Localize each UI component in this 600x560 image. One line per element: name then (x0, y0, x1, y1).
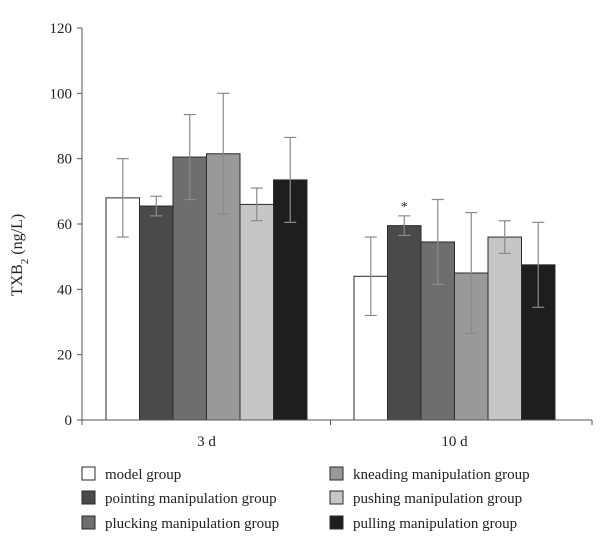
legend-label: model group (105, 467, 181, 483)
bars (105, 153, 556, 421)
legend: model group pointing manipulation group pl… (81, 466, 530, 532)
legend-item: model group (81, 466, 181, 483)
legend-label: plucking manipulation group (105, 516, 279, 532)
y-axis-title: TXB2 (ng/L) (9, 214, 31, 296)
legend-label: pointing manipulation group (105, 491, 277, 507)
y-axis-title-main: TXB (9, 264, 26, 296)
legend-label: kneading manipulation group (353, 467, 530, 483)
legend-item: pushing manipulation group (329, 490, 522, 507)
bar (139, 205, 174, 421)
bar (521, 264, 556, 421)
y-tick-label: 120 (50, 21, 73, 37)
legend-label: pulling manipulation group (353, 516, 517, 532)
bar (487, 236, 522, 421)
bar (239, 203, 274, 421)
bar (172, 156, 207, 421)
error-bars (116, 92, 545, 335)
y-tick-label: 40 (57, 282, 72, 298)
y-tick-label: 80 (57, 152, 72, 168)
y-tick-label: 20 (57, 348, 72, 364)
legend-item: pointing manipulation group (81, 490, 277, 507)
x-tick-label: 10 d (441, 434, 468, 450)
y-axis-title-subscript: 2 (19, 259, 31, 265)
legend-item: kneading manipulation group (329, 466, 530, 483)
legend-swatch (81, 466, 96, 481)
y-tick-label: 0 (65, 413, 73, 429)
bar (387, 225, 422, 421)
y-axis-title-unit: (ng/L) (9, 214, 26, 259)
legend-item: plucking manipulation group (81, 515, 279, 532)
x-axis-ticks: 3 d 10 d (81, 420, 593, 450)
annotations: * (401, 200, 408, 215)
significance-marker: * (401, 200, 408, 215)
legend-swatch (329, 490, 344, 505)
x-tick-label: 3 d (197, 434, 216, 450)
legend-swatch (329, 466, 344, 481)
legend-swatch (81, 515, 96, 530)
y-tick-label: 100 (50, 86, 73, 102)
legend-item: pulling manipulation group (329, 515, 517, 532)
y-tick-label: 60 (57, 217, 72, 233)
y-axis-ticks: 0 20 40 60 80 100 120 (50, 21, 82, 429)
legend-swatch (81, 490, 96, 505)
legend-swatch (329, 515, 344, 530)
legend-label: pushing manipulation group (353, 491, 522, 507)
